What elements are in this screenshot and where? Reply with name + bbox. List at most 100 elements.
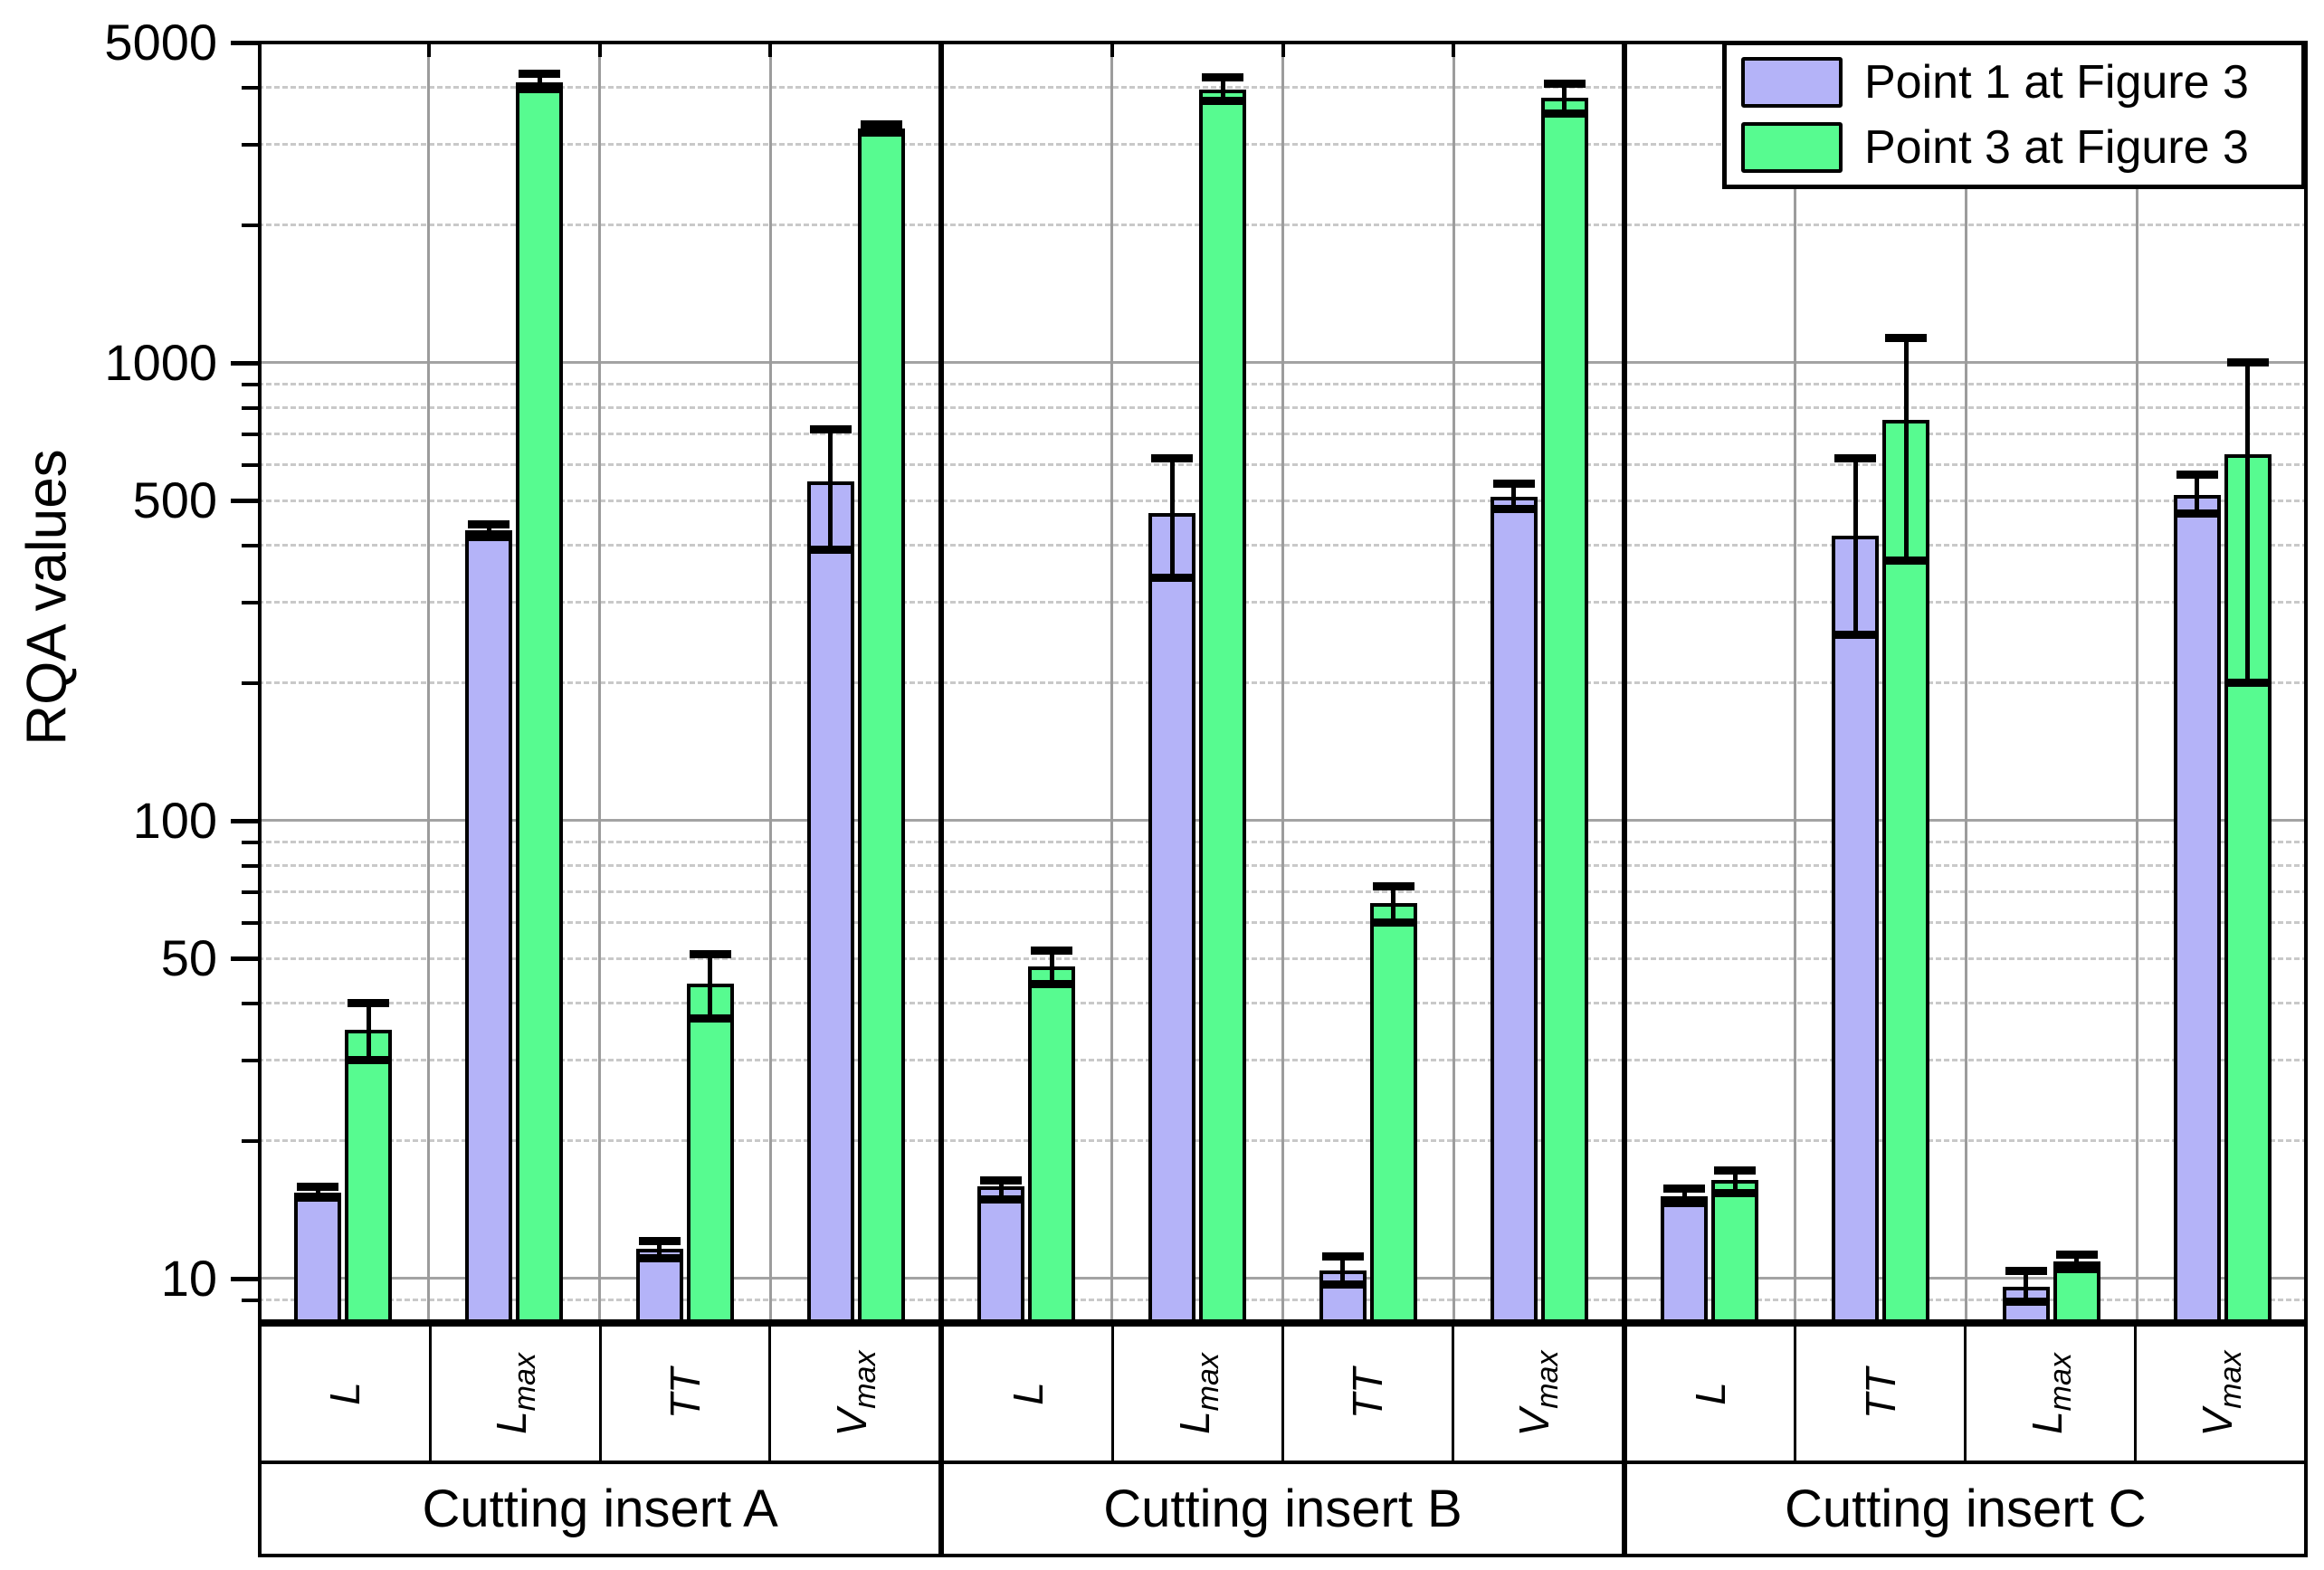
y-minor-tick (242, 1139, 258, 1144)
x-tick (1110, 41, 1114, 57)
x-tick (1623, 41, 1626, 57)
category-cell: TT (1796, 1327, 1967, 1461)
group-separator-line (938, 41, 944, 1323)
error-bar-cap-bottom (689, 1013, 731, 1023)
group-label-cell: Cutting insert A (262, 1464, 945, 1554)
y-tick-label: 50 (160, 929, 217, 987)
error-bar-line (1391, 886, 1396, 923)
group-label-row: Cutting insert A Cutting insert B Cutting … (262, 1464, 2304, 1554)
error-bar-line (366, 1003, 371, 1061)
y-minor-tick (242, 840, 258, 844)
category-label-row: L Lmax TT Vmax L Lmax TT Vmax L TT Lmax Vmax (262, 1327, 2304, 1464)
x-tick (939, 41, 943, 57)
error-bar-cap-top (1834, 453, 1877, 462)
error-bar-cap-top (1543, 80, 1586, 88)
y-minor-tick (242, 382, 258, 386)
error-bar-line (657, 1241, 662, 1259)
cell-separator-line (768, 41, 772, 1323)
category-label: Vmax (2193, 1350, 2248, 1437)
error-bar-cap-top (1321, 1251, 1364, 1261)
error-bar-cap-top (809, 425, 852, 434)
group-label-cell: Cutting insert C (1627, 1464, 2304, 1554)
x-tick (597, 41, 602, 57)
y-minor-tick (242, 1298, 258, 1302)
error-bar-cap-bottom (519, 85, 561, 94)
category-label: Vmax (827, 1350, 882, 1437)
legend-label-point1: Point 1 at Figure 3 (1864, 56, 2249, 109)
y-minor-tick (242, 1001, 258, 1005)
bar-point1 (294, 1193, 342, 1323)
error-bar-line (2245, 362, 2251, 683)
y-tick-label: 1000 (104, 333, 217, 391)
y-minor-tick (242, 956, 258, 961)
error-bar-line (998, 1180, 1004, 1200)
y-tick-label: 5000 (104, 14, 217, 71)
error-bar-line (1562, 83, 1567, 114)
error-bar-cap-top (1492, 479, 1535, 488)
error-bar-cap-top (1031, 947, 1073, 956)
error-bar-cap-top (860, 120, 902, 129)
error-bar-cap-bottom (1885, 556, 1928, 565)
error-bar-cap-bottom (2055, 1264, 2098, 1273)
x-tick (1281, 41, 1285, 57)
error-bar-cap-bottom (1834, 630, 1877, 639)
group-separator-line (1622, 41, 1627, 1323)
error-bar-cap-bottom (1202, 96, 1244, 105)
legend-swatch-point3 (1741, 122, 1843, 173)
error-bar-line (2195, 474, 2200, 514)
y-tick-label: 100 (132, 791, 217, 849)
error-bar-cap-bottom (1321, 1280, 1364, 1289)
group-label: Cutting insert A (422, 1480, 778, 1538)
y-minor-tick (242, 85, 258, 90)
cell-separator-line (598, 41, 601, 1323)
error-bar-cap-top (1202, 73, 1244, 82)
category-cell: TT (1284, 1327, 1454, 1461)
error-bar-cap-bottom (2226, 679, 2269, 688)
y-minor-tick (242, 543, 258, 547)
bar-point3 (345, 1029, 393, 1323)
error-bar-cap-bottom (1492, 504, 1535, 513)
error-bar-cap-top (2226, 358, 2269, 367)
error-bar-cap-top (2176, 470, 2218, 479)
y-minor-tick (242, 143, 258, 147)
category-label: TT (1344, 1367, 1392, 1420)
x-tick (1452, 41, 1456, 57)
bar-point3 (516, 81, 564, 1323)
bar-point1 (1148, 512, 1196, 1323)
error-bar-cap-bottom (1372, 918, 1414, 927)
cell-separator-line (1965, 41, 1967, 1323)
y-minor-tick (242, 224, 258, 228)
error-bar-line (315, 1186, 320, 1198)
cell-separator-line (1794, 41, 1797, 1323)
bar-point1 (1661, 1196, 1709, 1323)
error-bar-cap-top (638, 1236, 681, 1245)
category-label: L (1687, 1382, 1735, 1405)
category-cell: L (262, 1327, 432, 1461)
bar-point3 (1711, 1180, 1759, 1323)
category-cell: Vmax (771, 1327, 945, 1461)
error-bar-cap-top (689, 950, 731, 959)
cell-separator-line (1452, 41, 1455, 1323)
x-tick (768, 41, 773, 57)
y-minor-tick (242, 601, 258, 605)
error-bar-cap-top (1372, 881, 1414, 890)
error-bar-cap-bottom (468, 532, 510, 541)
error-bar-line (2074, 1254, 2080, 1270)
error-bar-cap-bottom (1031, 979, 1073, 988)
error-bar-line (1340, 1256, 1346, 1285)
y-minor-tick (242, 432, 258, 436)
error-bar-line (1511, 483, 1517, 509)
y-minor-tick (242, 1059, 258, 1063)
bar-point1 (806, 481, 854, 1323)
category-label: Lmax (488, 1353, 543, 1434)
error-bar-cap-top (348, 998, 390, 1007)
error-bar-cap-top (1151, 453, 1194, 462)
group-label-cell: Cutting insert B (944, 1464, 1627, 1554)
bar-point1 (977, 1186, 1025, 1323)
category-cell: L (1627, 1327, 1797, 1461)
error-bar-cap-bottom (638, 1253, 681, 1262)
error-bar-line (1732, 1170, 1738, 1194)
bar-point1 (2173, 494, 2221, 1323)
error-bar-cap-top (2055, 1250, 2098, 1259)
